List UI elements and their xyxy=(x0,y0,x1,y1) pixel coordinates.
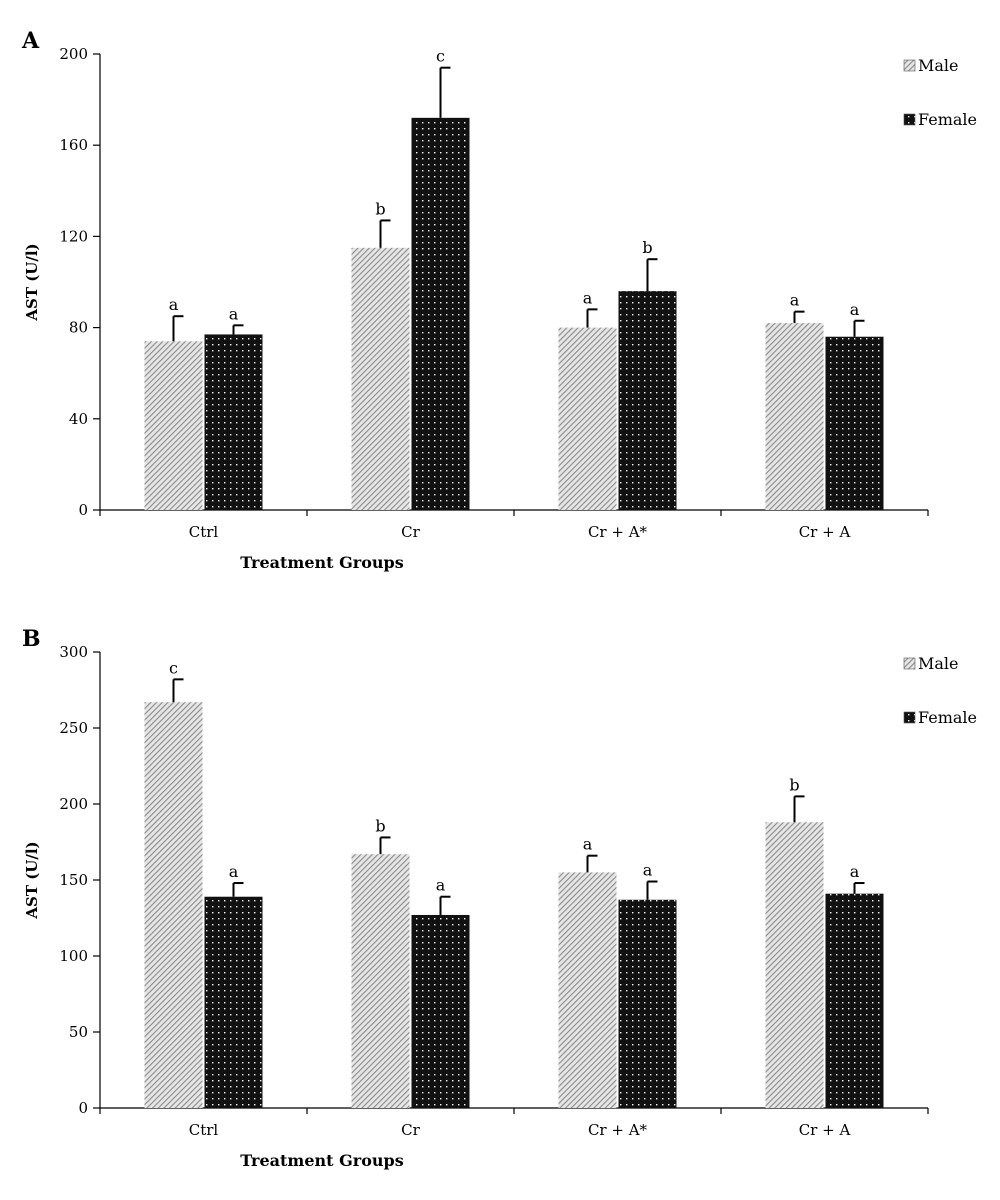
y-tick-label: 0 xyxy=(78,1099,88,1117)
legend-label-male: Male xyxy=(918,56,959,75)
x-tick-label: Cr + A* xyxy=(588,1121,648,1139)
significance-letter: b xyxy=(375,199,385,218)
x-tick-label: Cr + A xyxy=(799,1121,851,1139)
y-tick-label: 250 xyxy=(59,719,88,737)
legend-label-male: Male xyxy=(918,654,959,673)
x-tick-label: Cr + A* xyxy=(588,523,648,541)
bar-female xyxy=(825,336,884,510)
bar-female xyxy=(618,899,677,1108)
panel-label: B xyxy=(22,626,41,652)
significance-letter: a xyxy=(850,300,860,319)
bar-female xyxy=(825,893,884,1108)
significance-letter: a xyxy=(436,876,446,895)
significance-letter: a xyxy=(229,304,239,323)
bar-male xyxy=(144,702,203,1108)
legend-swatch-female xyxy=(903,711,916,724)
bar-male xyxy=(765,822,824,1108)
significance-letter: b xyxy=(375,816,385,835)
significance-letter: b xyxy=(789,775,799,794)
legend-label-female: Female xyxy=(918,110,977,129)
bar-chart-a: A 0 40 80 120 160 200 AST (U/l) Ctrl a a Cr b c Cr + A… xyxy=(21,28,977,572)
significance-letter: b xyxy=(642,238,652,257)
x-axis-label: Treatment Groups xyxy=(240,1151,403,1170)
x-tick-label: Cr xyxy=(401,1121,420,1139)
bar-male xyxy=(351,247,410,511)
legend-swatch-male xyxy=(903,657,916,670)
significance-letter: a xyxy=(790,291,800,310)
y-tick-label: 200 xyxy=(59,795,88,813)
y-tick-label: 150 xyxy=(59,871,88,889)
bar-female xyxy=(411,914,470,1108)
y-tick-label: 40 xyxy=(69,410,88,428)
bar-male xyxy=(558,872,617,1108)
y-tick-label: 120 xyxy=(59,227,88,245)
bar-male xyxy=(558,327,617,510)
significance-letter: c xyxy=(436,47,445,66)
significance-letter: c xyxy=(169,658,178,677)
x-tick-label: Cr + A xyxy=(799,523,851,541)
bar-male xyxy=(144,341,203,510)
significance-letter: a xyxy=(583,835,593,854)
y-tick-label: 200 xyxy=(59,45,88,63)
chart-panel-a: A 0 40 80 120 160 200 AST (U/l) Ctrl a a Cr b c Cr + A… xyxy=(0,0,1000,598)
x-axis-label: Treatment Groups xyxy=(240,553,403,572)
significance-letter: a xyxy=(229,862,239,881)
significance-letter: a xyxy=(643,861,653,880)
bar-female xyxy=(204,334,263,510)
legend-swatch-female xyxy=(903,113,916,126)
panel-label: A xyxy=(21,28,40,54)
y-axis-label: AST (U/l) xyxy=(23,841,41,919)
bar-male xyxy=(351,854,410,1108)
chart-panel-b: B 0 50 100 150 200 250 300 AST (U/l) Ctrl c a Cr b a Cr… xyxy=(0,598,1000,1196)
bar-female xyxy=(618,291,677,510)
significance-letter: a xyxy=(850,862,860,881)
x-tick-label: Cr xyxy=(401,523,420,541)
significance-letter: a xyxy=(583,288,593,307)
bar-male xyxy=(765,323,824,510)
bar-chart-b: B 0 50 100 150 200 250 300 AST (U/l) Ctrl c a Cr b a Cr… xyxy=(22,626,977,1170)
significance-letter: a xyxy=(169,295,179,314)
bar-female xyxy=(204,896,263,1108)
y-tick-label: 100 xyxy=(59,947,88,965)
bar-female xyxy=(411,117,470,510)
y-tick-label: 160 xyxy=(59,136,88,154)
y-tick-label: 300 xyxy=(59,643,88,661)
y-tick-label: 50 xyxy=(69,1023,88,1041)
x-tick-label: Ctrl xyxy=(189,1121,219,1139)
y-axis-label: AST (U/l) xyxy=(23,243,41,321)
legend-swatch-male xyxy=(903,59,916,72)
y-tick-label: 0 xyxy=(78,501,88,519)
x-tick-label: Ctrl xyxy=(189,523,219,541)
legend-label-female: Female xyxy=(918,708,977,727)
y-tick-label: 80 xyxy=(69,319,88,337)
